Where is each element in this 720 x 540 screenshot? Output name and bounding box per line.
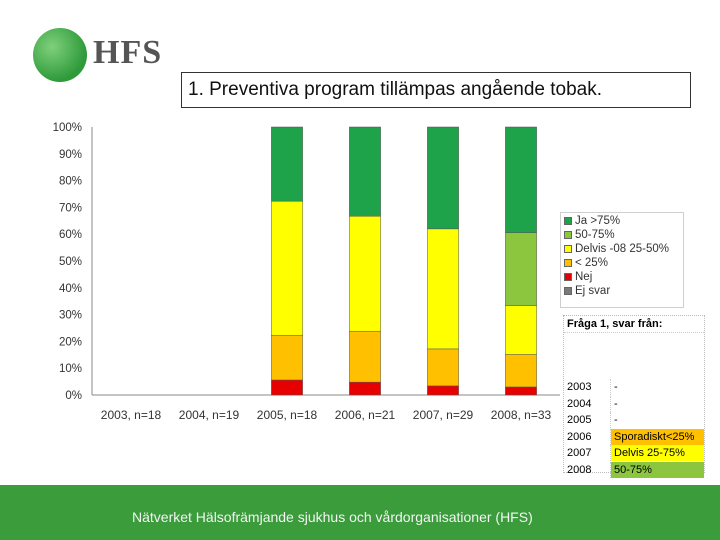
bar-segment xyxy=(427,228,459,350)
stacked-bar-chart: 0% 10% 20% 30% 40% 50% 60% 70% 80% 90% 100% 2003, n… xyxy=(53,122,560,422)
info-year: 2003 xyxy=(564,379,611,395)
y-tick-label: 60% xyxy=(59,229,82,241)
y-tick-label: 0% xyxy=(65,390,82,402)
legend-item: Nej xyxy=(561,270,683,283)
info-table-row: 2006 Sporadiskt<25% xyxy=(564,428,704,445)
bar-segment xyxy=(427,126,459,230)
legend-label: < 25% xyxy=(575,256,608,269)
bar-segment xyxy=(427,348,459,387)
bar-segment xyxy=(505,232,537,307)
legend-swatch xyxy=(564,272,572,281)
y-tick-label: 90% xyxy=(59,149,82,161)
bar-segment xyxy=(427,385,459,396)
bar-segment xyxy=(271,126,303,202)
y-tick-label: 20% xyxy=(59,336,82,348)
info-value: - xyxy=(611,379,704,395)
legend-label: Ej svar xyxy=(575,284,611,297)
legend-item: < 25% xyxy=(561,256,683,269)
info-table-row: 2007 Delvis 25-75% xyxy=(564,445,704,461)
info-value: - xyxy=(611,412,704,428)
y-tick-label: 50% xyxy=(59,256,82,268)
info-value: Delvis 25-75% xyxy=(611,445,704,461)
legend-swatch xyxy=(564,286,572,295)
info-table: Fråga 1, svar från: 2003-2004-2005-2006 S… xyxy=(563,315,705,478)
legend-label: Delvis -08 25-50% xyxy=(575,242,669,255)
info-year: 2007 xyxy=(564,445,611,461)
info-value: 50-75% xyxy=(611,461,704,478)
info-year: 2006 xyxy=(564,428,611,445)
legend-swatch xyxy=(564,230,572,239)
x-tick-label: 2004, n=19 xyxy=(179,408,240,422)
bar-segment xyxy=(271,379,303,396)
info-table-row: 2008 50-75% xyxy=(564,461,704,478)
hfs-logo: HFS xyxy=(33,28,163,84)
legend-swatch xyxy=(564,216,572,225)
info-table-row: 2005- xyxy=(564,412,704,428)
legend-swatch xyxy=(564,258,572,267)
y-tick-label: 100% xyxy=(53,122,82,134)
footer-bar: Nätverket Hälsofrämjande sjukhus och vår… xyxy=(0,485,720,540)
y-tick-label: 30% xyxy=(59,310,82,322)
y-tick-label: 70% xyxy=(59,202,82,214)
footer-text: Nätverket Hälsofrämjande sjukhus och vår… xyxy=(132,509,533,525)
info-year: 2004 xyxy=(564,395,611,412)
bar-segment xyxy=(505,386,537,396)
legend-label: Ja >75% xyxy=(575,214,621,227)
legend-item: Ej svar xyxy=(561,284,683,297)
legend-label: 50-75% xyxy=(575,228,615,241)
legend-item: Ja >75% xyxy=(561,214,683,227)
x-tick-label: 2005, n=18 xyxy=(257,408,318,422)
legend-item: 50-75% xyxy=(561,228,683,241)
x-tick-label: 2008, n=33 xyxy=(491,408,552,422)
bar-segment xyxy=(271,334,303,381)
bar-segment xyxy=(349,381,381,396)
logo-text: HFS xyxy=(93,34,163,71)
bar-segment xyxy=(349,215,381,332)
bar-segment xyxy=(505,354,537,388)
y-tick-label: 10% xyxy=(59,363,82,375)
x-tick-label: 2007, n=29 xyxy=(413,408,474,422)
legend-swatch xyxy=(564,244,572,253)
legend-label: Nej xyxy=(575,270,593,283)
chart-legend: Ja >75% 50-75% Delvis -08 25-50% < 25% Nej Ej… xyxy=(560,212,684,308)
info-value: - xyxy=(611,395,704,412)
bar-segment xyxy=(505,126,537,233)
info-table-row: 2004- xyxy=(564,395,704,412)
x-tick-label: 2006, n=21 xyxy=(335,408,396,422)
x-tick-label: 2003, n=18 xyxy=(101,408,162,422)
y-tick-label: 80% xyxy=(59,176,82,188)
info-value: Sporadiskt<25% xyxy=(611,428,704,445)
bar-segment xyxy=(349,330,381,383)
slide-title: 1. Preventiva program tillämpas angående… xyxy=(181,72,691,108)
info-year: 2008 xyxy=(564,461,611,478)
bar-segment xyxy=(271,200,303,336)
logo-circle-icon xyxy=(33,28,87,82)
info-table-row: 2003- xyxy=(564,379,704,395)
info-table-header: Fråga 1, svar från: xyxy=(564,316,704,333)
legend-item: Delvis -08 25-50% xyxy=(561,242,683,255)
bar-segment xyxy=(349,126,381,217)
y-tick-label: 40% xyxy=(59,283,82,295)
bar-segment xyxy=(505,305,537,355)
info-year: 2005 xyxy=(564,412,611,428)
